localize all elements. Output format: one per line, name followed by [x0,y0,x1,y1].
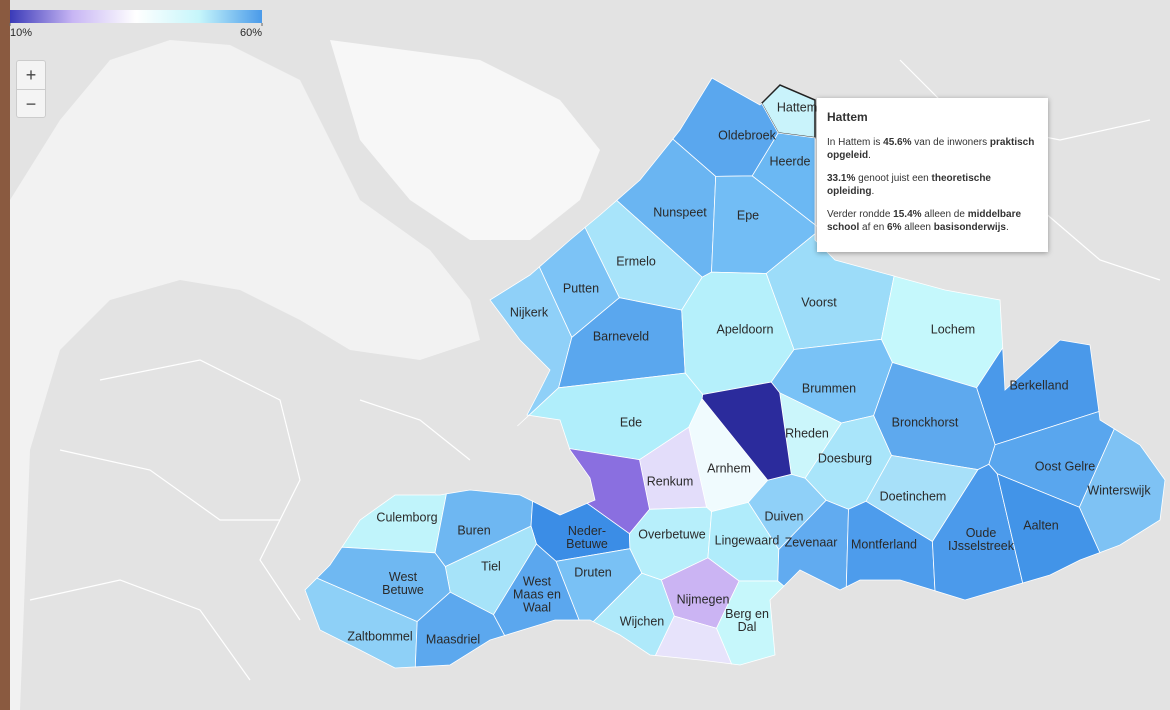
region-label: Barneveld [593,329,649,343]
region [931,463,1024,601]
zoom-in[interactable]: + [25,65,37,85]
tooltip-text: . [868,149,871,161]
region-label: Aalten [1023,518,1058,532]
region-label: Apeldoorn [717,322,774,336]
tooltip-text: genoot juist een [855,172,932,184]
zoom-out[interactable]: − [17,89,45,118]
tooltip: Hattem In Hattem is 45.6% van de inwoner… [817,98,1048,252]
region-label: Heerde [770,154,811,168]
region-label: Lingewaard [715,533,780,547]
region-label: Nijmegen [677,592,730,606]
region-label: Maasdriel [426,632,480,646]
region [592,572,675,656]
lake [330,40,600,240]
region [568,448,650,535]
region-label: Waal [523,600,551,614]
tooltip-text: 6% [887,221,902,233]
region-label: West [389,570,418,584]
region-label: Winterswijk [1087,483,1151,497]
region-label: Zevenaar [785,535,838,549]
region-label: Rheden [785,426,829,440]
region-label: Dal [738,620,757,634]
tooltip-text: praktisch opgeleid [827,136,1035,161]
region-label: Betuwe [566,537,608,551]
region-label: Doesburg [818,451,872,465]
region-label: IJsselstreek [948,539,1015,553]
region-label: Oude [966,526,997,540]
region-label: Tiel [481,559,501,573]
tooltip-title: Hattem [827,110,868,124]
tooltip-text: theoretische opleiding [827,172,991,197]
region-label: West [523,574,552,588]
region-label: Oost Gelre [1035,459,1095,473]
region-label: Epe [737,208,759,222]
region [845,500,936,592]
region-label: Berkelland [1009,378,1068,392]
region-label: Maas en [513,587,561,601]
region-label: Wijchen [620,614,665,628]
region-label: Oldebroek [718,128,776,142]
region-label: Duiven [765,509,804,523]
region-label: Hattem [777,100,817,114]
region-label: Voorst [801,295,837,309]
borders [29,59,1161,681]
legend-label: 60% [240,27,262,39]
region-label: Renkum [647,474,694,488]
region-label: Ermelo [616,254,656,268]
tooltip-text: 33.1% [827,172,856,184]
tooltip-text: Verder rondde [827,208,894,220]
tooltip-text: basisonderwijs [933,221,1006,233]
region-label: Overbetuwe [638,527,705,541]
tooltip-text: alleen [901,221,934,233]
tooltip-paragraph: Verder rondde 15.4% alleen de middelbare… [827,208,1038,234]
region-label: Bronckhorst [892,415,959,429]
region-label: Buren [457,523,490,537]
region [414,591,506,668]
region-label: Nijkerk [510,305,549,319]
tooltip-paragraph: 33.1% genoot juist een theoretische ople… [827,172,1038,198]
region-label: Druten [574,565,612,579]
region [304,577,418,669]
tooltip-text: . [871,185,875,197]
tooltip-text: 45.6% [883,136,912,148]
region-label: Nunspeet [653,205,707,219]
region-label: Putten [563,281,599,295]
region-label: Ede [620,415,642,429]
region-label: Lochem [931,322,975,336]
region [996,473,1101,584]
region-label: Brummen [802,381,856,395]
tooltip-text: middelbare school [827,208,1022,233]
tooltip-text: . [1006,221,1009,233]
sea [10,40,480,710]
edge-strip [0,0,10,710]
tooltip-text: van de inwoners [911,136,990,148]
region-label: Berg en [725,607,769,621]
tooltip-text: af en [859,221,888,233]
region-label: Arnhem [707,461,751,475]
legend-bar [10,10,262,23]
tooltip-text: alleen de [921,208,968,220]
region-label: Doetinchem [880,489,947,503]
region-label: Zaltbommel [347,629,412,643]
tooltip-text: 15.4% [893,208,922,220]
legend-label: 10% [10,27,32,39]
tooltip-text: In Hattem is [827,136,884,148]
zoom-control: + − [16,60,46,118]
region-label: Montferland [851,537,917,551]
region-label: Culemborg [376,510,437,524]
region [701,381,792,481]
region [654,615,733,665]
tooltip-paragraph: In Hattem is 45.6% van de inwoners prakt… [827,136,1038,162]
region-label: Betuwe [382,583,424,597]
region-label: Neder- [568,524,606,538]
